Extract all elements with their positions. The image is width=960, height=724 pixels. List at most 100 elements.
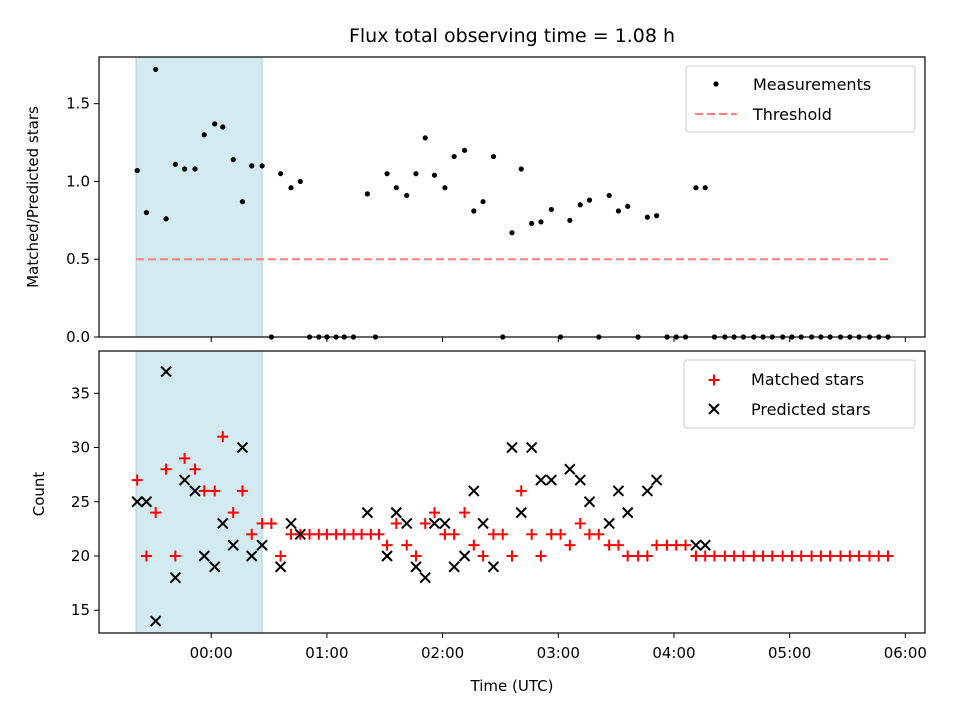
- cross-b: [198, 550, 210, 562]
- predicted-star-point: [169, 571, 182, 584]
- cross-b: [448, 561, 460, 573]
- matched-star-point: [651, 539, 663, 551]
- ratio-panel: 0.0 0.5 1.0 1.5 Matched/Predicted stars Mea…: [24, 56, 926, 346]
- ratio-y-axis-label: Matched/Predicted stars: [24, 106, 42, 288]
- count-legend: Matched stars Predicted stars: [683, 359, 916, 429]
- cross-b: [169, 571, 182, 584]
- matched-star-point: [728, 550, 740, 562]
- cross-b: [612, 485, 625, 497]
- cross-b: [458, 550, 471, 562]
- matched-star-point: [189, 463, 201, 475]
- matched-star-point: [515, 485, 527, 497]
- measurement-point: [471, 208, 477, 214]
- matched-star-point: [131, 474, 143, 486]
- predicted-star-point: [274, 561, 287, 573]
- matched-star-point: [584, 528, 596, 540]
- matched-star-point: [160, 463, 172, 475]
- matched-star-point: [757, 550, 769, 562]
- predicted-star-point: [160, 365, 172, 378]
- measurement-point: [518, 166, 524, 172]
- ratio-legend: Measurements Threshold: [685, 65, 916, 133]
- legend-label-predicted: Predicted stars: [751, 400, 871, 419]
- predicted-star-point: [189, 485, 201, 497]
- ratio-x-ticks: [210, 337, 906, 342]
- matched-star-point: [853, 550, 865, 562]
- ratio-y-tick-label: 1.5: [66, 95, 90, 113]
- predicted-star-point: [361, 506, 374, 519]
- measurement-point: [384, 171, 390, 177]
- measurement-point: [163, 216, 169, 222]
- predicted-stars-series: [131, 365, 711, 627]
- time-x-axis-label: Time (UTC): [470, 677, 554, 695]
- matched-star-point: [373, 528, 385, 540]
- cross-b: [361, 506, 374, 519]
- predicted-star-point: [583, 496, 596, 508]
- matched-star-point: [622, 550, 634, 562]
- matched-star-point: [497, 528, 509, 540]
- cross-b: [245, 550, 258, 562]
- matched-star-point: [863, 550, 875, 562]
- measurement-point: [143, 209, 150, 216]
- count-x-tick-label: 06:00: [884, 644, 927, 662]
- cross-b: [515, 506, 527, 519]
- measurement-point: [480, 199, 486, 205]
- cross-b: [160, 365, 172, 378]
- measurement-point: [586, 197, 593, 203]
- cross-b: [708, 403, 720, 415]
- legend-box: [685, 65, 916, 133]
- measurement-point: [577, 202, 583, 208]
- cross-b: [256, 539, 268, 551]
- predicted-star-point: [574, 474, 586, 486]
- predicted-star-point: [410, 561, 422, 573]
- matched-star-point: [265, 517, 277, 529]
- cross-b: [428, 517, 441, 530]
- observing-window-shade-lower: [135, 350, 263, 634]
- matched-star-point: [680, 539, 692, 551]
- matched-star-point: [419, 517, 431, 529]
- matched-star-point: [198, 485, 210, 497]
- predicted-star-point: [515, 506, 527, 519]
- predicted-star-point: [641, 485, 654, 497]
- matched-star-point: [882, 550, 894, 562]
- matched-star-point: [708, 550, 720, 562]
- matched-star-point: [555, 528, 567, 540]
- predicted-star-point: [245, 550, 258, 562]
- count-x-tick-label: 02:00: [421, 644, 464, 662]
- predicted-star-point: [401, 517, 413, 530]
- ratio-y-ticks: 0.0 0.5 1.0 1.5: [66, 95, 99, 346]
- predicted-star-point: [236, 441, 249, 454]
- predicted-star-point: [545, 474, 558, 486]
- cross-b: [650, 474, 663, 486]
- matched-star-point: [824, 550, 836, 562]
- measurement-point: [393, 185, 399, 191]
- predicted-star-point: [140, 496, 153, 508]
- matched-star-point: [690, 550, 702, 562]
- matched-star-point: [506, 550, 518, 562]
- matched-star-point: [169, 550, 181, 562]
- matched-star-point: [487, 528, 499, 540]
- predicted-star-point: [149, 615, 162, 627]
- predicted-star-point: [690, 539, 702, 551]
- legend-label-threshold: Threshold: [752, 105, 832, 124]
- matched-star-point: [459, 507, 471, 519]
- predicted-star-point: [390, 506, 403, 519]
- count-axes-frame: [98, 350, 926, 634]
- chart-title: Flux total observing time = 1.08 h: [349, 25, 675, 47]
- measurement-point: [134, 167, 140, 174]
- measurement-point: [259, 163, 265, 169]
- count-y-tick-label: 30: [71, 439, 90, 457]
- ratio-y-tick-label: 1.0: [66, 172, 90, 190]
- matched-star-point: [632, 550, 644, 562]
- matched-star-point: [321, 528, 333, 540]
- measurement-point: [606, 192, 612, 199]
- matched-star-point: [150, 507, 162, 519]
- predicted-star-point: [428, 517, 441, 530]
- count-x-tick-label: 03:00: [537, 644, 580, 662]
- predicted-star-point: [621, 506, 634, 519]
- legend-cross-marker: [708, 403, 720, 415]
- matched-stars-series: [131, 431, 894, 562]
- matched-star-point: [670, 539, 682, 551]
- cross-b: [574, 474, 586, 486]
- measurement-point: [693, 185, 699, 191]
- matched-star-point: [275, 550, 287, 562]
